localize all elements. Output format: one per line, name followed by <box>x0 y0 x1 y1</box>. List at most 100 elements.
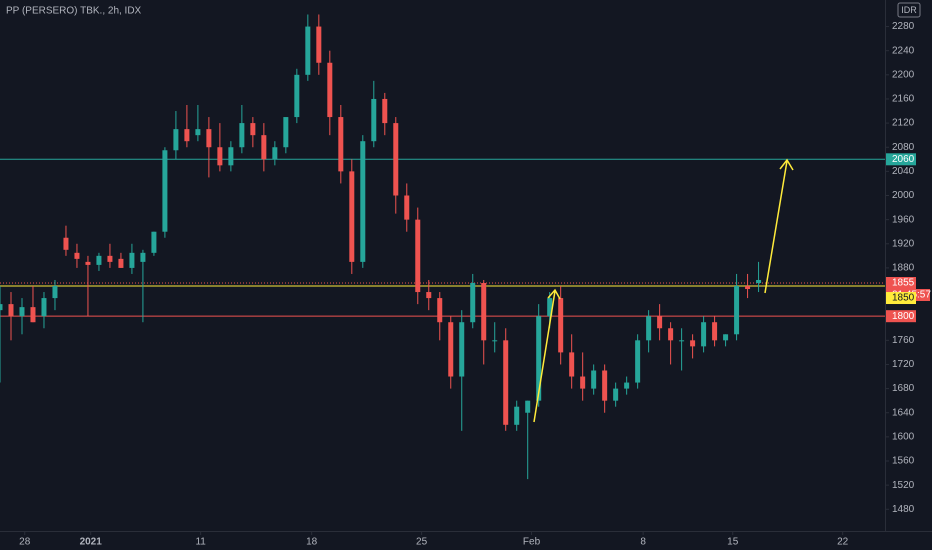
x-tick-label: 18 <box>306 537 318 548</box>
candle-body <box>382 98 388 124</box>
y-tick-label: 1480 <box>892 504 915 515</box>
y-tick-label: 2000 <box>892 190 915 201</box>
candle-body <box>0 304 3 311</box>
candle-body <box>437 298 443 323</box>
candle-body <box>118 258 124 268</box>
y-tick-label: 2080 <box>892 142 915 153</box>
candle-body <box>448 322 454 377</box>
currency-box[interactable] <box>897 2 921 18</box>
candle-body <box>30 307 36 323</box>
price-badge <box>886 292 916 305</box>
candle-body <box>294 74 300 118</box>
candle-body <box>547 298 553 317</box>
candle-body <box>239 123 245 148</box>
candle-body <box>492 340 498 342</box>
arrow-line <box>764 160 788 294</box>
candle-body <box>250 123 256 136</box>
x-tick-label: 15 <box>727 537 739 548</box>
annotation-arrows <box>533 158 794 423</box>
x-tick-label: 25 <box>416 537 428 548</box>
arrow-head <box>779 158 794 171</box>
y-tick-label: 1960 <box>892 214 915 225</box>
y-tick-label: 2240 <box>892 45 915 56</box>
candle-body <box>646 316 652 341</box>
arrow-head <box>547 288 561 300</box>
chart-title: PP (PERSERO) TBK., 2h, IDX <box>6 6 142 17</box>
candle-body <box>228 147 234 166</box>
candle-body <box>52 286 58 299</box>
candle-body <box>283 117 289 148</box>
candle-body <box>349 171 355 262</box>
y-tick-label: 2160 <box>892 94 915 105</box>
x-tick-label: 28 <box>19 537 31 548</box>
candle-body <box>679 340 685 342</box>
price-badge <box>886 153 916 166</box>
candle-body <box>129 252 135 268</box>
candle-body <box>404 195 410 220</box>
candle-body <box>305 26 311 75</box>
x-tick-label: 11 <box>195 537 206 548</box>
candle-body <box>261 135 267 160</box>
y-tick-label: 2120 <box>892 118 915 129</box>
candle-body <box>85 261 91 265</box>
candle-body <box>8 304 14 317</box>
candle-body <box>184 129 190 142</box>
candle-body <box>712 322 718 341</box>
candle-body <box>602 370 608 401</box>
candle-body <box>195 129 201 136</box>
candle-body <box>525 400 531 413</box>
candle-body <box>624 382 630 389</box>
y-tick-label: 1640 <box>892 407 915 418</box>
candle-body <box>756 279 762 283</box>
candle-body <box>151 231 157 253</box>
candle-body <box>613 388 619 401</box>
y-tick-label: 1720 <box>892 359 915 370</box>
candle-body <box>657 316 663 329</box>
candle-body <box>74 252 80 259</box>
candle-body <box>514 406 520 425</box>
y-tick-label: 1600 <box>892 432 915 443</box>
candle-body <box>580 376 586 389</box>
price-badge <box>886 276 916 289</box>
candle-body <box>668 328 674 341</box>
candle-body <box>536 316 542 401</box>
candle-body <box>360 141 366 262</box>
candle-body <box>173 129 179 151</box>
y-tick-label: 2040 <box>892 166 915 177</box>
currency: IDR <box>901 5 917 15</box>
candle-body <box>701 322 707 347</box>
price-badge-label: 2060 <box>892 154 915 165</box>
candle-body <box>459 322 465 377</box>
candle-body <box>19 307 25 317</box>
x-tick-label: 22 <box>837 537 849 548</box>
x-tick-label: 8 <box>640 537 646 548</box>
x-tick-label: 2021 <box>80 537 103 548</box>
candle-body <box>635 340 641 383</box>
candle-body <box>734 286 740 335</box>
candle-body <box>316 26 322 63</box>
candle-body <box>745 286 751 290</box>
candle-body <box>338 117 344 172</box>
candle-body <box>371 98 377 142</box>
y-tick-label: 1760 <box>892 335 915 346</box>
price-badge-label: 1800 <box>892 311 915 322</box>
arrow-line <box>533 290 556 423</box>
price-badge <box>886 310 916 323</box>
price-badge-label: 1850 <box>892 293 915 304</box>
y-tick-label: 1680 <box>892 383 915 394</box>
candle-body <box>690 340 696 347</box>
y-tick-label: 2280 <box>892 21 915 32</box>
y-tick-label: 1880 <box>892 263 915 274</box>
candle-body <box>272 147 278 160</box>
candle-body <box>591 370 597 389</box>
candle-body <box>415 219 421 293</box>
candle-body <box>569 352 575 377</box>
candle-body <box>393 123 399 196</box>
candle-body <box>723 334 729 341</box>
candle-body <box>327 62 333 118</box>
candle-body <box>140 252 146 262</box>
candle-body <box>426 292 432 299</box>
candle-body <box>470 282 476 323</box>
